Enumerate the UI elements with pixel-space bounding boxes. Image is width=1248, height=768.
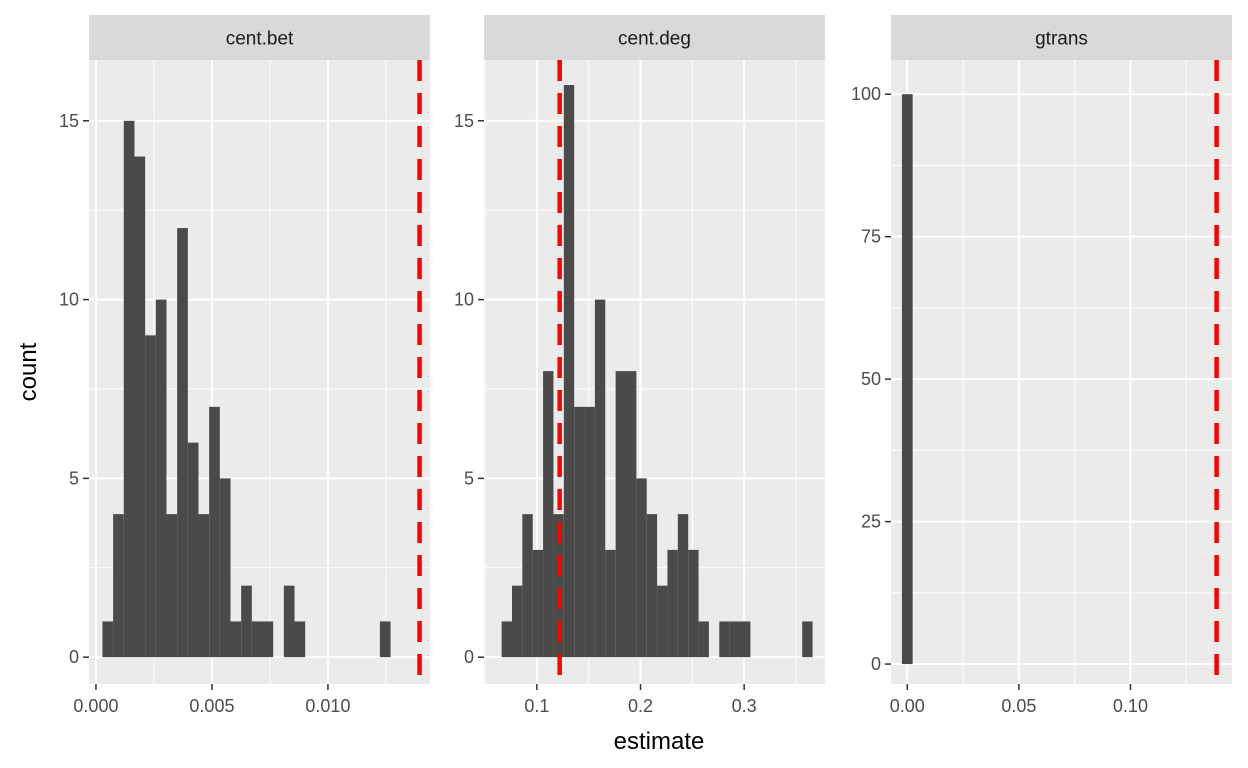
histogram-bar xyxy=(145,335,156,658)
histogram-bar xyxy=(901,94,913,665)
histogram-bar xyxy=(677,514,689,658)
histogram-bar xyxy=(123,120,135,658)
histogram-bar xyxy=(230,621,242,658)
x-tick-label: 0.1 xyxy=(524,696,549,716)
histogram-bar xyxy=(646,514,658,658)
y-tick-label: 0 xyxy=(69,647,79,667)
histogram-bar xyxy=(625,371,637,658)
histogram-bar xyxy=(155,299,167,658)
x-axis-title: estimate xyxy=(614,728,705,755)
panel-gtrans: gtrans 0 25 50 75 100 0.00 0.05 0.10 xyxy=(851,15,1232,716)
y-tick-label: 10 xyxy=(454,290,474,310)
strip-background xyxy=(891,15,1232,60)
histogram-bar xyxy=(522,514,533,658)
strip-label: cent.deg xyxy=(618,29,691,50)
y-tick-label: 100 xyxy=(851,84,881,104)
histogram-bar xyxy=(283,585,295,658)
histogram-bar xyxy=(636,478,647,658)
histogram-bar xyxy=(219,478,231,658)
histogram-bar xyxy=(187,442,199,658)
strip-background xyxy=(484,15,825,60)
histogram-bar xyxy=(113,514,124,658)
histogram-bar xyxy=(241,585,252,658)
histogram-bar xyxy=(501,621,512,658)
histogram-bar xyxy=(729,621,741,658)
x-tick-label: 0.2 xyxy=(628,696,653,716)
y-tick-label: 15 xyxy=(59,111,79,131)
histogram-bar xyxy=(657,585,668,658)
x-tick-label: 0.010 xyxy=(305,696,350,716)
histogram-bar xyxy=(134,156,146,658)
histogram-bar xyxy=(667,549,678,658)
histogram-bar xyxy=(615,371,626,658)
histogram-bar xyxy=(262,621,274,658)
y-tick-label: 25 xyxy=(861,512,881,532)
histogram-bar xyxy=(198,514,210,658)
x-tick-label: 0.005 xyxy=(189,696,234,716)
x-tick-label: 0.05 xyxy=(1001,696,1036,716)
histogram-bar xyxy=(543,371,554,658)
y-tick-label: 75 xyxy=(861,227,881,247)
x-tick-label: 0.000 xyxy=(73,696,118,716)
histogram-bar xyxy=(802,621,813,658)
panel-cent-deg: cent.deg 0 5 10 15 0.1 0.2 0.3 xyxy=(454,15,825,716)
histogram-bar xyxy=(740,621,751,658)
y-tick-label: 15 xyxy=(454,111,474,131)
histogram-bar xyxy=(209,406,220,658)
histogram-bar xyxy=(177,228,188,658)
histogram-bar xyxy=(719,621,730,658)
histogram-bar xyxy=(379,621,391,658)
panel-background xyxy=(891,60,1232,684)
histogram-bar xyxy=(563,85,575,658)
histogram-bar xyxy=(605,549,616,658)
histogram-bar xyxy=(594,299,606,658)
strip-background xyxy=(89,15,430,60)
histogram-bar xyxy=(532,549,544,658)
histogram-bar xyxy=(553,514,564,658)
y-tick-label: 10 xyxy=(59,290,79,310)
histogram-bar xyxy=(688,549,699,658)
histogram-bar xyxy=(166,514,178,658)
y-tick-label: 50 xyxy=(861,369,881,389)
histogram-bar xyxy=(574,406,585,658)
x-tick-label: 0.00 xyxy=(890,696,925,716)
histogram-bar xyxy=(251,621,263,658)
y-axis-title: count xyxy=(15,342,42,401)
histogram-bar xyxy=(511,585,523,658)
panel-cent-bet: cent.bet 0 5 10 15 0.000 0.005 0.010 xyxy=(59,15,430,716)
y-tick-label: 0 xyxy=(464,647,474,667)
histogram-bar xyxy=(294,621,306,658)
y-tick-label: 5 xyxy=(464,468,474,488)
histogram-bar xyxy=(584,406,595,658)
x-tick-label: 0.3 xyxy=(732,696,757,716)
x-tick-label: 0.10 xyxy=(1113,696,1148,716)
histogram-bar xyxy=(102,621,114,658)
y-tick-label: 5 xyxy=(69,468,79,488)
strip-label: cent.bet xyxy=(226,29,294,50)
strip-label: gtrans xyxy=(1035,29,1088,50)
y-tick-label: 0 xyxy=(871,654,881,674)
histogram-bar xyxy=(698,621,709,658)
